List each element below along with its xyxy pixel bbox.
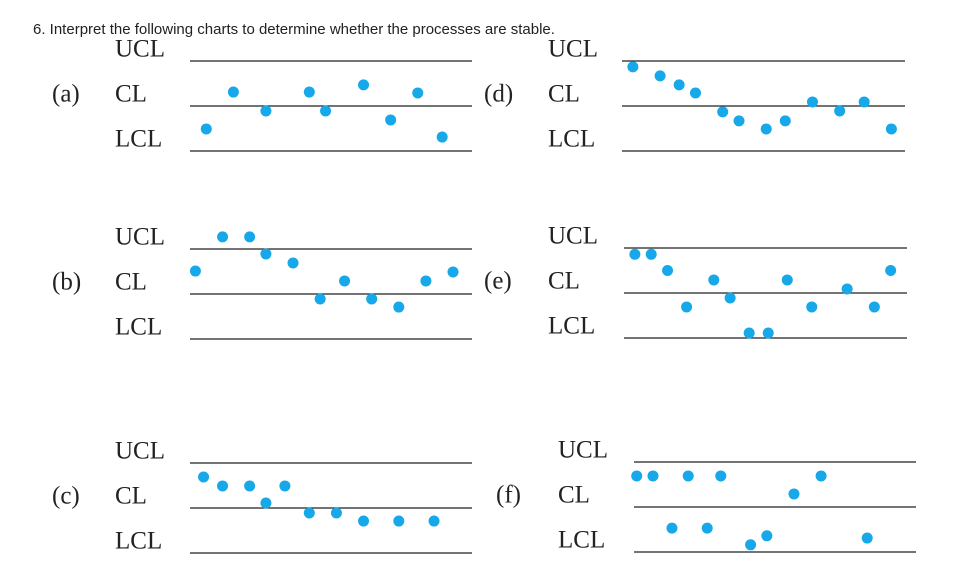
data-point xyxy=(393,515,405,527)
data-point xyxy=(841,283,853,295)
data-point xyxy=(681,301,693,313)
limit-label: CL xyxy=(558,482,590,509)
question-title: 6. Interpret the following charts to det… xyxy=(33,21,555,38)
data-point xyxy=(689,87,701,99)
chart-label: (d) xyxy=(484,81,513,108)
data-point xyxy=(861,532,873,544)
chart-label: (e) xyxy=(484,268,512,295)
data-point xyxy=(303,507,315,519)
limit-label: LCL xyxy=(115,528,162,555)
data-point xyxy=(627,61,639,73)
limit-label: LCL xyxy=(115,126,162,153)
data-point xyxy=(244,480,256,492)
data-point xyxy=(815,470,827,482)
limit-label: LCL xyxy=(548,126,595,153)
limit-label: CL xyxy=(115,81,147,108)
limit-label: CL xyxy=(115,269,147,296)
data-point xyxy=(420,275,432,287)
data-point xyxy=(781,274,793,286)
data-point xyxy=(303,86,315,98)
limit-label: CL xyxy=(115,483,147,510)
data-point xyxy=(366,293,378,305)
data-point xyxy=(868,301,880,313)
data-point xyxy=(760,123,772,135)
data-point xyxy=(385,114,397,126)
data-point xyxy=(314,293,326,305)
data-point xyxy=(701,522,713,534)
data-point xyxy=(393,301,405,313)
data-point xyxy=(217,231,229,243)
data-point xyxy=(666,522,678,534)
data-point xyxy=(662,265,674,276)
data-point xyxy=(717,106,729,118)
chart-label: (b) xyxy=(52,269,81,296)
chart-label: (a) xyxy=(52,81,80,108)
limit-label: UCL xyxy=(115,36,165,63)
data-point xyxy=(200,123,212,135)
chart-label: (c) xyxy=(52,483,80,510)
data-point xyxy=(428,515,440,527)
limit-label: CL xyxy=(548,81,580,108)
data-point xyxy=(358,79,370,91)
data-point xyxy=(189,265,201,277)
data-point xyxy=(244,231,256,243)
chart-label: (f) xyxy=(496,482,521,509)
data-point xyxy=(320,105,332,117)
data-point xyxy=(629,248,641,260)
limit-label: CL xyxy=(548,268,580,295)
data-point xyxy=(806,301,818,313)
data-point xyxy=(358,515,370,527)
data-point xyxy=(260,497,272,509)
data-point xyxy=(330,507,342,519)
data-point xyxy=(885,123,897,135)
data-point xyxy=(724,292,736,304)
data-point xyxy=(673,79,685,91)
data-point xyxy=(779,115,791,127)
data-point xyxy=(715,470,727,482)
data-point xyxy=(279,480,291,492)
limit-label: UCL xyxy=(115,224,165,251)
data-point xyxy=(260,248,272,260)
limit-label: LCL xyxy=(558,527,605,554)
data-point xyxy=(743,327,755,339)
data-point xyxy=(682,470,694,482)
data-point xyxy=(806,96,818,108)
data-point xyxy=(745,539,757,551)
limit-label: LCL xyxy=(548,313,595,340)
data-point xyxy=(198,471,210,483)
data-point xyxy=(631,470,643,482)
limit-label: LCL xyxy=(115,314,162,341)
data-point xyxy=(858,96,870,108)
data-point xyxy=(762,327,774,339)
data-point xyxy=(447,266,459,278)
data-point xyxy=(645,248,657,260)
data-point xyxy=(654,70,666,82)
data-point xyxy=(761,530,773,542)
data-point xyxy=(227,86,239,98)
data-point xyxy=(339,275,351,287)
data-point xyxy=(708,274,720,286)
data-point xyxy=(885,265,897,276)
data-point xyxy=(733,115,745,127)
data-point xyxy=(436,131,448,143)
limit-label: UCL xyxy=(548,36,598,63)
limit-label: UCL xyxy=(115,438,165,465)
data-point xyxy=(287,257,299,269)
data-point xyxy=(834,105,846,117)
limit-label: UCL xyxy=(548,223,598,250)
data-point xyxy=(412,87,424,99)
data-point xyxy=(788,488,800,500)
data-point xyxy=(260,105,272,117)
data-point xyxy=(217,480,229,492)
data-point xyxy=(647,470,659,482)
limit-label: UCL xyxy=(558,437,608,464)
